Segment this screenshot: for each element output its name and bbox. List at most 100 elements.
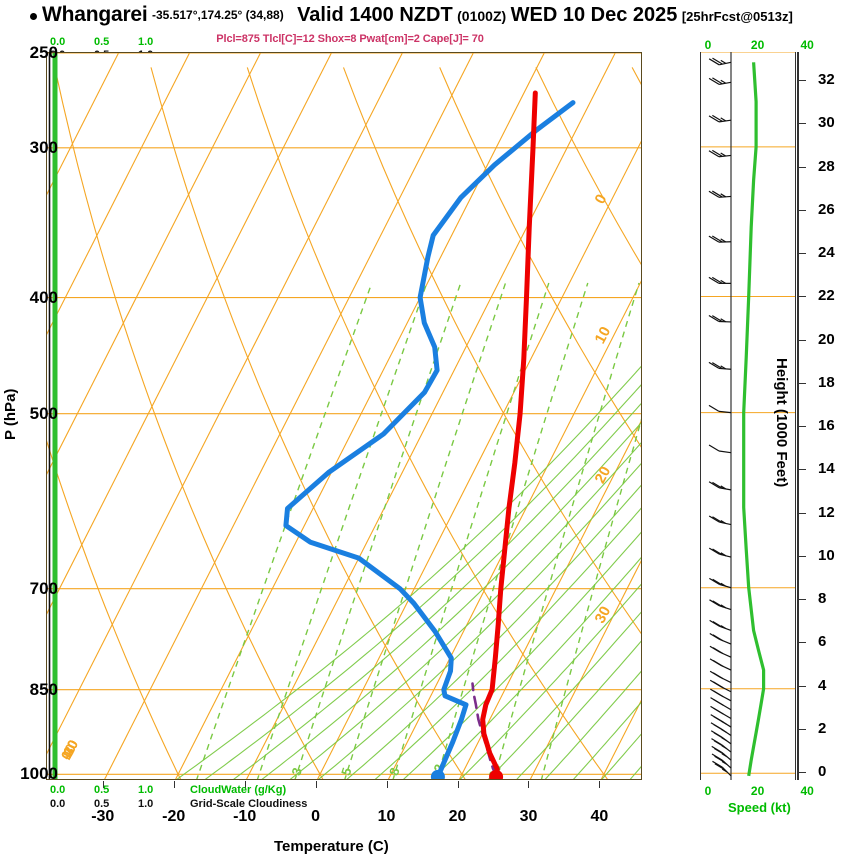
height-tick xyxy=(797,469,806,471)
surface-dewpoint-marker xyxy=(430,769,445,779)
height-tick xyxy=(797,382,806,384)
height-label: 14 xyxy=(818,460,835,478)
temperature-tick xyxy=(173,781,175,788)
height-tick xyxy=(797,772,806,773)
wind-speed-tick-label: 20 xyxy=(750,38,765,52)
isotherm-label-left: -30 xyxy=(58,737,82,763)
scale-tick: 1.0 xyxy=(138,784,154,796)
height-tick xyxy=(797,599,806,600)
scale-label: CloudWater (g/Kg) xyxy=(190,784,287,796)
height-tick xyxy=(797,512,806,514)
mixing-ratio-label: 5 xyxy=(338,766,355,778)
cloudwater-scale-bottom: 0.0 0.5 1.0 CloudWater (g/Kg) xyxy=(50,784,370,798)
wind-barb xyxy=(708,444,732,454)
isotherm-label-right: 20 xyxy=(592,464,615,487)
wind-barb xyxy=(708,149,732,158)
height-tick xyxy=(797,642,806,644)
wind-barb xyxy=(708,515,732,526)
height-label: 4 xyxy=(818,676,827,694)
temperature-curve xyxy=(480,90,538,779)
temperature-label: -10 xyxy=(233,808,257,825)
height-label: 0 xyxy=(818,763,827,780)
isotherm-label-right: 30 xyxy=(592,603,615,626)
scale-tick: 1.0 xyxy=(138,36,154,48)
wind-speed-tick-label: 60 xyxy=(837,38,850,52)
height-tick xyxy=(797,209,806,211)
height-tick xyxy=(797,339,806,341)
scale-tick: 0.0 xyxy=(50,784,66,796)
height-tick xyxy=(797,253,806,254)
wind-barb xyxy=(711,745,732,761)
station-marker-dot xyxy=(30,13,37,20)
pressure-label: 500 xyxy=(29,403,58,423)
forecast-stamp: [25hrFcst@0513z] xyxy=(681,9,793,24)
valid-date: WED 10 Dec 2025 xyxy=(510,4,678,26)
wind-barb xyxy=(708,547,732,558)
height-tick xyxy=(797,685,806,687)
header-text-row: Whangarei -35.517°,174.25° (34,88) Valid… xyxy=(42,3,793,27)
wind-barb xyxy=(709,632,732,645)
temperature-label: 40 xyxy=(590,808,609,825)
height-label: 30 xyxy=(818,114,835,132)
height-label: 28 xyxy=(818,157,835,175)
isotherm-label-left: 10 xyxy=(58,741,80,762)
temperature-label: 0 xyxy=(311,808,321,825)
height-label: 8 xyxy=(818,590,827,607)
height-axis-title: Height (1000 Feet) xyxy=(773,358,790,488)
height-tick xyxy=(797,80,806,81)
scale-tick: 1.0 xyxy=(138,798,154,810)
height-tick xyxy=(797,296,806,298)
wind-speed-tick-label: 60 xyxy=(837,784,850,798)
isotherm-label-right: 10 xyxy=(592,324,615,347)
height-tick xyxy=(797,123,806,125)
temperature-axis-title: Temperature (C) xyxy=(274,838,389,855)
dewpoint-curve xyxy=(283,100,576,779)
wind-barb xyxy=(708,114,732,123)
temperature-label: 10 xyxy=(377,808,396,825)
wind-barb xyxy=(708,190,732,198)
wind-profile-panel xyxy=(700,52,796,780)
wind-barb xyxy=(708,57,732,66)
height-label: 10 xyxy=(818,546,835,564)
wind-speed-axis-title: Speed (kt) xyxy=(728,800,791,815)
surface-temperature-marker xyxy=(489,769,504,779)
wind-barb xyxy=(710,688,732,702)
height-tick xyxy=(797,728,806,730)
height-label: 20 xyxy=(818,330,835,348)
wind-speed-tick-label: 40 xyxy=(800,38,814,52)
wind-barb xyxy=(708,235,732,243)
cloudwater-scale-top: 0.0 0.5 1.0 xyxy=(50,36,350,50)
wind-barb xyxy=(709,645,732,658)
height-label: 12 xyxy=(818,503,835,521)
wind-barb xyxy=(710,714,732,728)
station-name: Whangarei xyxy=(42,3,148,26)
wind-speed-tick-label: 40 xyxy=(800,784,814,798)
wind-barb xyxy=(708,361,732,370)
temperature-tick xyxy=(315,781,317,788)
valid-time: Valid 1400 NZDT xyxy=(297,4,453,26)
wind-barb xyxy=(709,658,732,671)
header: Whangarei -35.517°,174.25° (34,88) Valid… xyxy=(0,0,850,30)
temperature-label: -20 xyxy=(162,808,186,825)
mixing-ratio-label: 3 xyxy=(288,766,305,778)
height-label: 2 xyxy=(818,719,827,737)
station-coordinates: -35.517°,174.25° (34,88) xyxy=(152,8,284,22)
temperature-tick xyxy=(599,781,601,788)
utc-time: (0100Z) xyxy=(457,8,507,24)
wind-barb xyxy=(708,77,732,86)
height-label: 32 xyxy=(818,71,835,88)
temperature-label: 30 xyxy=(519,808,538,825)
cloudiness-scale-bottom: 0.0 0.5 1.0 Grid-Scale Cloudiness xyxy=(50,798,370,812)
height-label: 6 xyxy=(818,633,827,651)
wind-speed-tick-label: 0 xyxy=(704,38,712,52)
scale-tick: 0.0 xyxy=(50,798,66,810)
pressure-label: 250 xyxy=(29,43,58,62)
height-tick xyxy=(797,166,806,168)
wind-barb xyxy=(709,599,732,611)
stability-indices: Plcl=875 Tlcl[C]=12 Shox=8 Pwat[cm]=2 Ca… xyxy=(216,33,484,45)
height-label: 26 xyxy=(818,200,835,218)
pressure-label: 400 xyxy=(29,287,58,307)
parcel-curve xyxy=(471,682,498,779)
wind-barb xyxy=(711,738,732,753)
temperature-tick xyxy=(244,781,246,788)
